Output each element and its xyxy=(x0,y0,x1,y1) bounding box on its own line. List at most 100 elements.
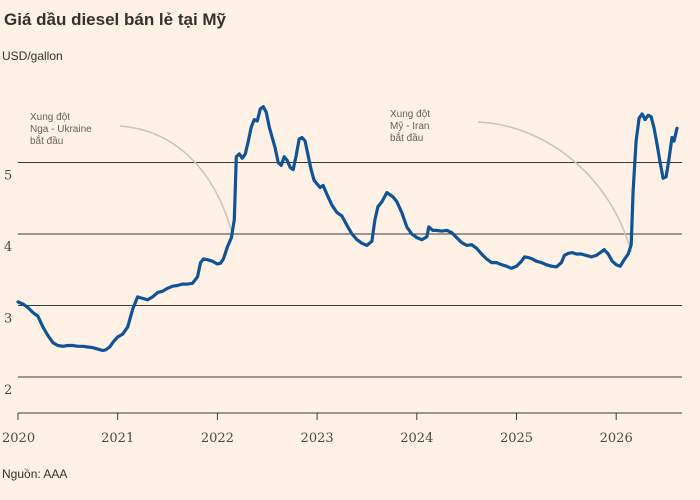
data-point xyxy=(673,140,675,142)
x-tick-label-2020: 2020 xyxy=(2,431,35,446)
data-point xyxy=(304,140,306,142)
data-point xyxy=(171,285,174,287)
data-point xyxy=(401,211,403,214)
data-point xyxy=(77,345,79,348)
data-point xyxy=(268,125,271,128)
data-point xyxy=(199,261,202,264)
data-point xyxy=(590,256,593,258)
data-point xyxy=(259,108,262,110)
data-point xyxy=(659,161,661,164)
data-point xyxy=(611,260,614,262)
data-point xyxy=(671,136,673,139)
series-line-0 xyxy=(16,105,679,353)
data-point xyxy=(374,218,376,221)
annotation-text-2: Xung đột Mỹ - Iran bắt đầu xyxy=(390,109,430,144)
data-point xyxy=(535,260,538,262)
annotation-text-1: Xung đột Nga - Ukraine bắt đầu xyxy=(30,112,92,147)
data-point xyxy=(351,233,353,235)
data-point xyxy=(136,296,139,298)
data-point xyxy=(510,267,513,270)
data-point xyxy=(104,349,107,351)
data-point xyxy=(186,283,189,285)
x-tick-label-2024: 2024 xyxy=(400,431,433,446)
data-point xyxy=(571,251,574,254)
data-point xyxy=(623,258,625,261)
data-point xyxy=(22,303,24,305)
data-point xyxy=(27,306,29,309)
data-point xyxy=(108,346,111,348)
data-point xyxy=(42,326,44,328)
data-point xyxy=(361,242,363,245)
data-point xyxy=(396,201,398,203)
data-point xyxy=(455,236,458,239)
data-point xyxy=(331,204,333,207)
data-point xyxy=(656,143,658,146)
data-point xyxy=(585,254,588,257)
y-tick-label-2: 2 xyxy=(4,383,12,398)
data-point xyxy=(377,206,379,208)
data-point xyxy=(295,154,297,157)
data-point xyxy=(416,236,418,239)
data-point xyxy=(665,176,667,178)
data-point xyxy=(52,341,54,344)
data-point xyxy=(241,157,244,160)
data-point xyxy=(262,105,265,108)
data-point xyxy=(283,155,285,158)
data-point xyxy=(676,127,678,129)
data-point xyxy=(341,215,343,217)
data-point xyxy=(313,179,315,182)
data-point xyxy=(406,226,408,228)
data-point xyxy=(600,251,603,253)
data-point xyxy=(603,248,606,251)
data-point xyxy=(233,218,236,221)
data-point xyxy=(82,345,84,348)
data-point xyxy=(211,260,214,262)
data-point xyxy=(286,159,288,162)
data-point xyxy=(470,243,473,246)
y-tick-label-5: 5 xyxy=(4,169,12,184)
data-point xyxy=(653,127,655,129)
y-unit-label: USD/gallon xyxy=(2,49,63,63)
x-axis xyxy=(17,412,682,420)
data-point xyxy=(206,258,209,261)
data-point xyxy=(116,336,119,338)
data-point xyxy=(146,298,149,301)
annotation-line: bắt đầu xyxy=(30,134,63,147)
data-point xyxy=(181,283,184,285)
data-point xyxy=(37,315,39,318)
data-point xyxy=(141,297,144,300)
data-point xyxy=(619,265,621,267)
data-point xyxy=(253,118,256,121)
annotation-line: Xung đột xyxy=(30,112,70,123)
data-point xyxy=(480,253,483,255)
data-point xyxy=(392,196,394,198)
data-point xyxy=(230,236,233,239)
annotation-line: Mỹ - Iran xyxy=(390,121,429,132)
data-point xyxy=(630,243,632,246)
data-point xyxy=(156,291,159,294)
data-point xyxy=(247,140,250,142)
data-point xyxy=(235,155,238,158)
data-point xyxy=(638,117,640,119)
data-point xyxy=(17,301,19,303)
data-point xyxy=(567,252,570,255)
data-point xyxy=(126,326,129,328)
data-point xyxy=(307,154,309,157)
data-point xyxy=(265,111,268,114)
data-point xyxy=(527,256,530,259)
tick-labels: 2 3 4 5 2020 2021 2022 2023 2024 2025 2026 xyxy=(2,169,633,447)
data-point xyxy=(495,261,498,264)
data-point xyxy=(420,238,423,241)
data-point xyxy=(280,164,283,167)
data-point xyxy=(86,346,89,348)
annotation-1: Xung đột Nga - Ukraine bắt đầu xyxy=(30,112,234,235)
data-point xyxy=(607,253,610,255)
data-point xyxy=(322,184,324,187)
data-point xyxy=(101,349,104,352)
data-point xyxy=(326,193,328,196)
data-point xyxy=(226,246,229,248)
data-point xyxy=(366,244,368,247)
data-point xyxy=(371,240,373,242)
data-point xyxy=(465,244,468,247)
